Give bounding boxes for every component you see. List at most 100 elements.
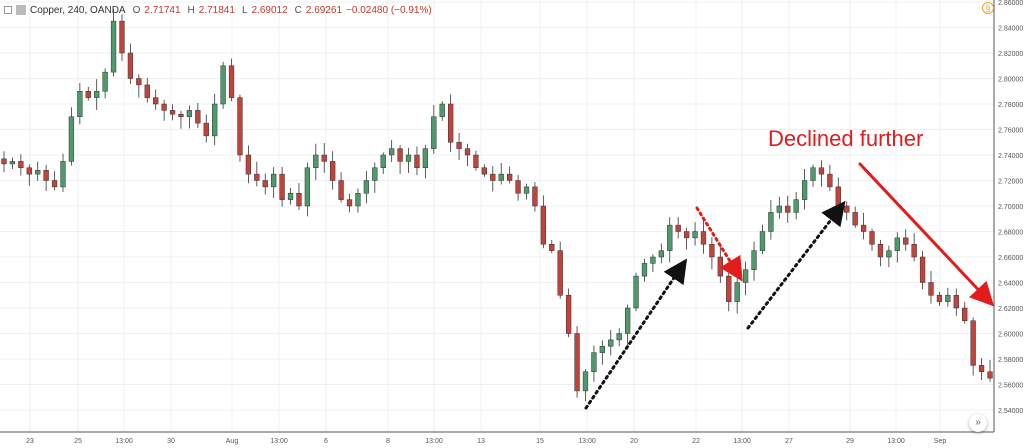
y-tick-label: 2.82000 bbox=[998, 51, 1023, 58]
dotted-down-arrow bbox=[695, 206, 743, 282]
candle-down bbox=[869, 231, 875, 245]
candle-down bbox=[414, 154, 420, 168]
candle-down bbox=[877, 244, 884, 258]
open-label: O bbox=[132, 4, 141, 16]
candle-down bbox=[338, 180, 344, 200]
candle-down bbox=[987, 371, 993, 379]
y-tick-label: 2.66000 bbox=[998, 255, 1023, 262]
candle-down bbox=[700, 231, 707, 245]
x-tick-label: 13:00 bbox=[578, 438, 596, 445]
candle-up bbox=[591, 352, 597, 372]
candle-down bbox=[321, 154, 327, 162]
x-tick-label: 13:00 bbox=[115, 438, 133, 445]
candle-down bbox=[574, 333, 580, 392]
candle-up bbox=[599, 346, 605, 353]
candle-up bbox=[102, 71, 108, 92]
candle-up bbox=[35, 170, 41, 175]
candle-up bbox=[212, 103, 218, 137]
candle-down bbox=[254, 173, 260, 181]
candle-down bbox=[1, 158, 7, 165]
candle-up bbox=[380, 154, 386, 168]
candle-down bbox=[346, 199, 353, 207]
candle-up bbox=[405, 154, 412, 162]
candle-up bbox=[776, 205, 782, 213]
candle-up bbox=[692, 231, 698, 239]
candle-down bbox=[203, 122, 209, 137]
candle-down bbox=[26, 167, 32, 175]
candle-up bbox=[641, 263, 648, 277]
y-tick-label: 2.78000 bbox=[998, 102, 1023, 109]
scroll-to-latest-icon[interactable]: » bbox=[969, 414, 987, 432]
candle-down bbox=[464, 148, 471, 156]
candle-down bbox=[785, 205, 791, 213]
candle-down bbox=[852, 212, 858, 226]
candle-down bbox=[919, 256, 926, 283]
candle-down bbox=[936, 295, 943, 302]
candle-up bbox=[523, 186, 530, 194]
close-value: 2.69261 bbox=[305, 4, 343, 16]
candle-up bbox=[751, 250, 757, 270]
x-tick-label: 13:00 bbox=[270, 438, 288, 445]
candle-down bbox=[85, 91, 91, 98]
candle-down bbox=[51, 180, 58, 188]
candle-up bbox=[77, 91, 83, 117]
low-value: 2.69012 bbox=[251, 4, 288, 16]
candle-down bbox=[490, 173, 496, 181]
candle-down bbox=[262, 180, 268, 188]
candle-up bbox=[624, 307, 631, 334]
x-tick-label: 20 bbox=[630, 438, 638, 445]
low-label: L bbox=[241, 4, 248, 16]
candle-up bbox=[422, 148, 429, 168]
candle-down bbox=[169, 110, 176, 115]
candle-up bbox=[439, 103, 445, 117]
candle-down bbox=[136, 78, 142, 86]
candle-up bbox=[658, 250, 664, 258]
y-tick-label: 2.64000 bbox=[998, 281, 1023, 288]
annotation-declined-further: Declined further bbox=[768, 126, 924, 151]
candle-down bbox=[456, 142, 462, 149]
symbol-badge-icon bbox=[16, 5, 26, 15]
candle-down bbox=[43, 170, 49, 181]
candle-up bbox=[734, 282, 740, 302]
collapse-icon[interactable] bbox=[4, 6, 12, 14]
candle-down bbox=[195, 110, 201, 124]
candle-down bbox=[506, 173, 513, 181]
candle-down bbox=[549, 244, 555, 251]
candle-down bbox=[330, 161, 336, 181]
settings-icon[interactable]: § bbox=[982, 2, 994, 14]
candle-down bbox=[978, 365, 985, 372]
decline-arrow bbox=[858, 162, 995, 307]
candle-up bbox=[768, 212, 774, 232]
candle-down bbox=[860, 224, 867, 232]
symbol-label: Copper, 240, OANDA bbox=[30, 4, 126, 16]
x-tick-label: 25 bbox=[74, 438, 82, 445]
y-tick-label: 2.56000 bbox=[998, 383, 1023, 390]
candle-up bbox=[287, 193, 294, 200]
candle-down bbox=[928, 282, 934, 296]
candle-down bbox=[911, 244, 917, 258]
x-tick-label: 15 bbox=[536, 438, 544, 445]
candle-up bbox=[667, 224, 673, 251]
candle-down bbox=[127, 52, 134, 79]
y-tick-label: 2.60000 bbox=[998, 332, 1023, 339]
legend-header: Copper, 240, OANDA O 2.71741 H 2.71841 L 2.… bbox=[4, 3, 432, 17]
candle-up bbox=[894, 237, 900, 251]
x-tick-label: 8 bbox=[386, 438, 390, 445]
candle-up bbox=[431, 116, 437, 149]
candle-down bbox=[540, 205, 547, 245]
candle-up bbox=[186, 110, 193, 117]
candle-up bbox=[304, 167, 311, 207]
candle-down bbox=[161, 103, 167, 111]
candle-down bbox=[726, 275, 732, 302]
candle-down bbox=[953, 295, 959, 309]
candle-down bbox=[827, 173, 833, 188]
y-tick-label: 2.84000 bbox=[998, 26, 1023, 33]
candle-down bbox=[296, 193, 302, 207]
y-tick-label: 2.70000 bbox=[998, 204, 1023, 211]
candle-up bbox=[110, 20, 117, 73]
x-tick-label: 30 bbox=[167, 438, 175, 445]
candle-down bbox=[962, 307, 968, 321]
candle-down bbox=[245, 154, 252, 175]
y-tick-label: 2.62000 bbox=[998, 306, 1023, 313]
